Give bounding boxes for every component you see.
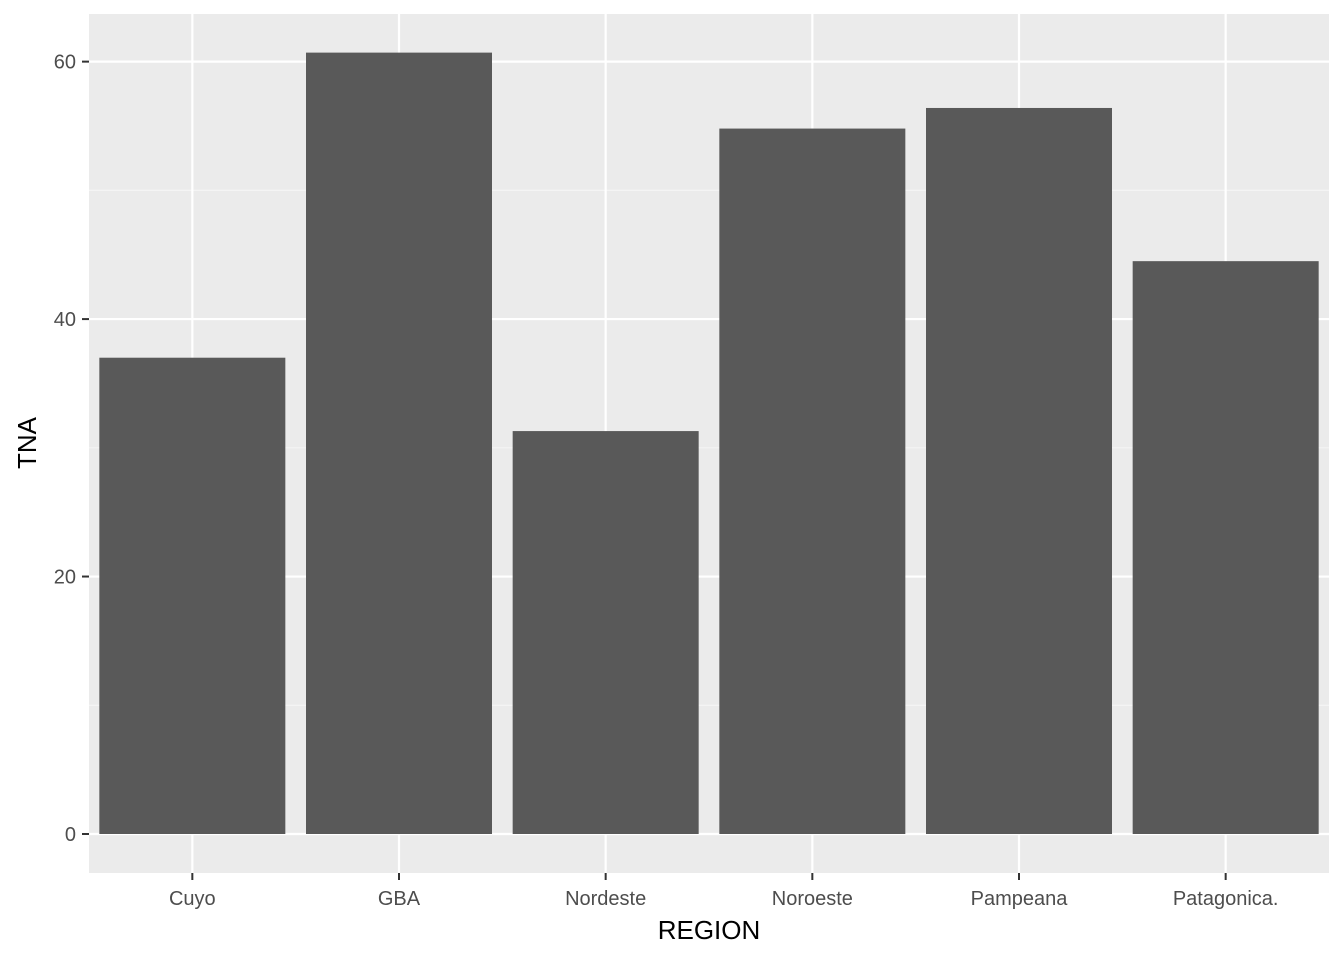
x-tick-label: Nordeste xyxy=(565,888,646,910)
x-tick-label: Patagonica. xyxy=(1173,888,1279,910)
bar-patagonica xyxy=(1132,261,1319,834)
y-tick-label: 0 xyxy=(65,824,76,846)
y-tick-label: 20 xyxy=(54,567,76,589)
x-axis-title: REGION xyxy=(658,915,761,945)
bar-cuyo xyxy=(99,357,286,834)
bar-pampeana xyxy=(926,107,1112,834)
bar-noroeste xyxy=(719,128,906,834)
x-tick-label: Pampeana xyxy=(971,888,1069,910)
y-axis: 0 20 40 60 xyxy=(54,52,89,846)
bar-gba xyxy=(306,52,492,834)
x-tick-label: Noroeste xyxy=(772,888,853,910)
bar-nordeste xyxy=(512,431,699,834)
minor-gridlines xyxy=(89,189,1329,706)
y-tick-label: 40 xyxy=(54,309,76,331)
x-tick-label: Cuyo xyxy=(169,888,216,910)
x-axis: Cuyo GBA Nordeste Noroeste Pampeana Patagonic… xyxy=(169,873,1279,910)
bars xyxy=(99,52,1319,834)
y-tick-label: 60 xyxy=(54,52,76,74)
y-axis-title: TNA xyxy=(12,416,42,469)
plot-panel xyxy=(89,14,1329,873)
x-tick-label: GBA xyxy=(378,888,421,910)
